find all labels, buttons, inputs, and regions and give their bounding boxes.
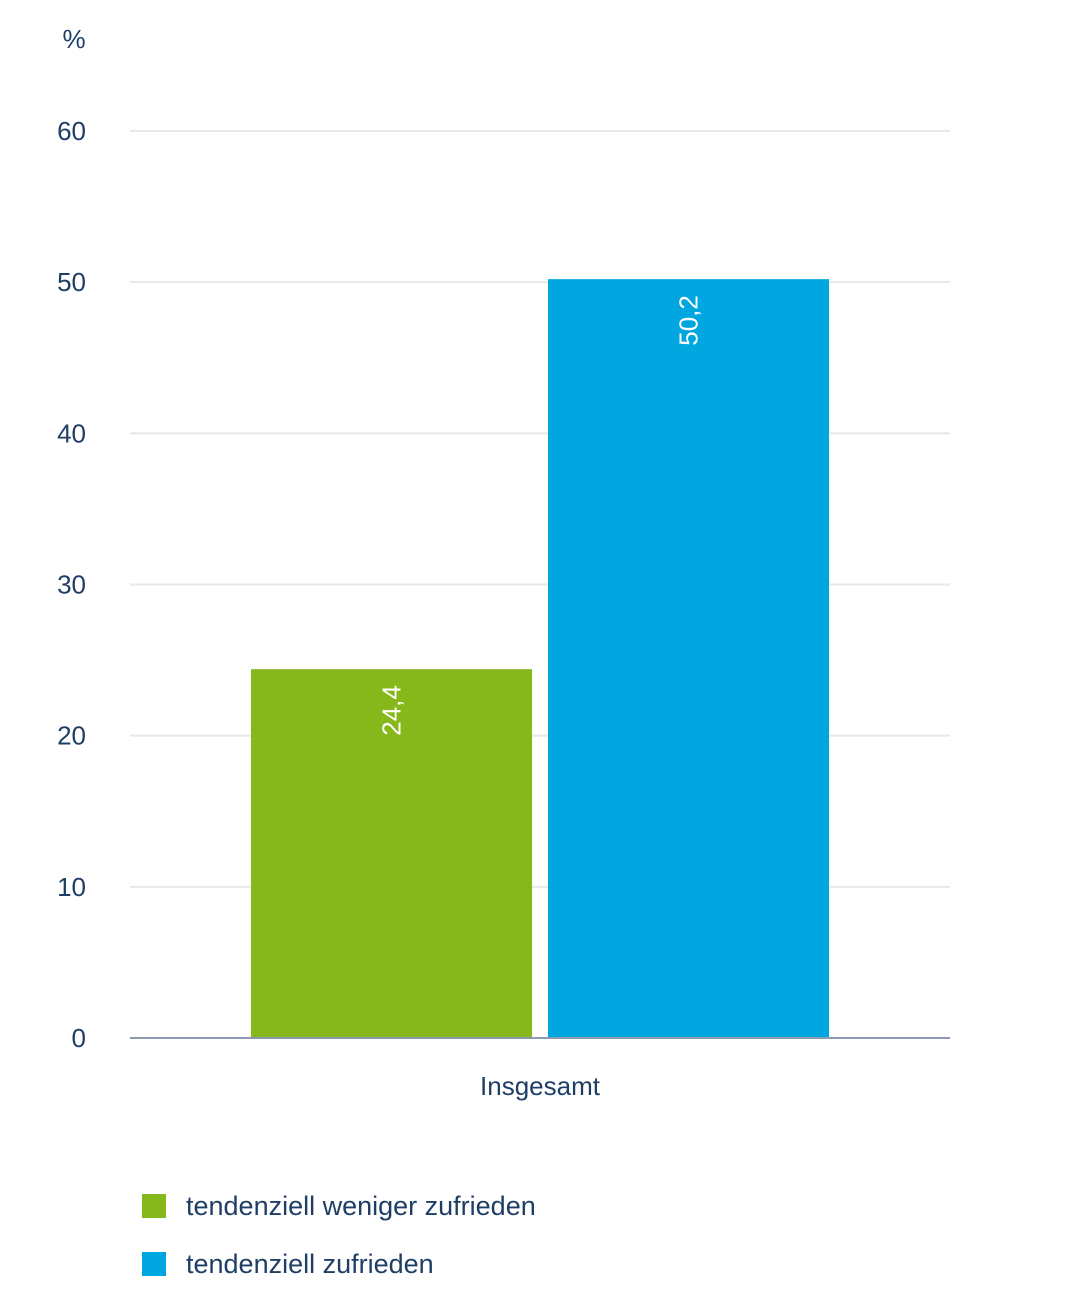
y-tick-label: 0	[72, 1023, 86, 1053]
bar	[548, 279, 829, 1039]
y-axis-ticks: 0 10 20 30 40 50 60	[57, 116, 86, 1053]
y-tick-label: 60	[57, 116, 86, 146]
legend-item: tendenziell zufrieden	[142, 1244, 536, 1284]
x-category-label: Insgesamt	[480, 1071, 601, 1101]
bar-value-label: 50,2	[674, 295, 704, 346]
legend-swatch	[142, 1194, 166, 1218]
legend-label: tendenziell zufrieden	[186, 1248, 434, 1279]
legend-swatch	[142, 1252, 166, 1276]
legend-label: tendenziell weniger zufrieden	[186, 1190, 536, 1221]
y-tick-label: 20	[57, 721, 86, 751]
y-tick-label: 50	[57, 267, 86, 297]
y-tick-label: 30	[57, 570, 86, 600]
x-axis-categories: Insgesamt	[480, 1071, 601, 1101]
bars: 24,4 50,2	[251, 279, 829, 1039]
bar	[251, 669, 532, 1038]
legend-item: tendenziell weniger zufrieden	[142, 1186, 536, 1226]
legend: tendenziell weniger zufrieden tendenziell…	[142, 1186, 536, 1302]
y-axis-unit-label: %	[62, 24, 85, 54]
y-tick-label: 40	[57, 418, 86, 448]
bar-value-label: 24,4	[377, 685, 407, 736]
y-tick-label: 10	[57, 872, 86, 902]
